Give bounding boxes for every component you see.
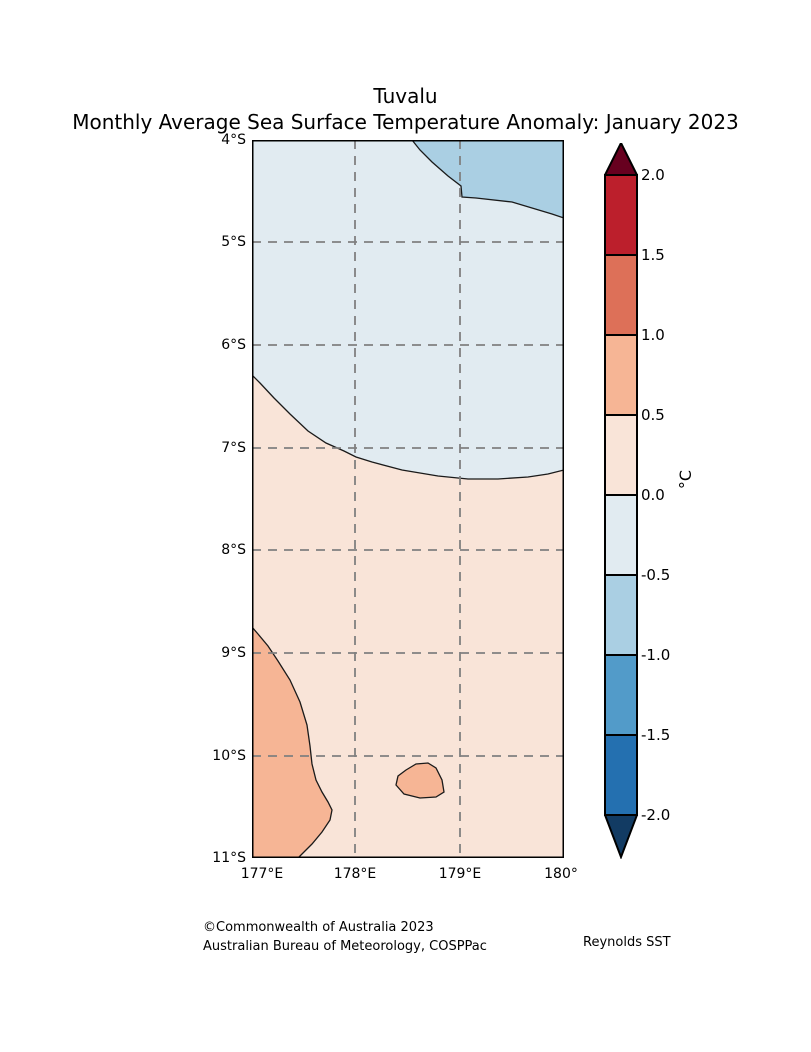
colorbar-band-neg05-00 xyxy=(604,494,638,576)
cbtick-neg1-5: -1.5 xyxy=(641,726,671,744)
colorbar-tick-labels: 2.0 1.5 1.0 0.5 0.0 -0.5 -1.0 -1.5 -2.0 xyxy=(641,143,701,859)
fill-band-05-to-1-southwest xyxy=(252,627,332,858)
colorbar-extend-min xyxy=(604,814,638,859)
colorbar-band-neg10-neg05 xyxy=(604,574,638,656)
cbtick-1-0: 1.0 xyxy=(641,326,665,344)
fill-band-05-to-1-blob xyxy=(396,763,444,798)
contour-line-05-blob xyxy=(395,762,445,799)
fill-band-0-to-05 xyxy=(252,375,564,858)
contour-line-neg05 xyxy=(378,140,564,219)
xtick-179E: 179°E xyxy=(438,866,482,882)
colorbar-band-10-15 xyxy=(604,254,638,336)
title-line-region: Tuvalu xyxy=(373,84,438,108)
contour-map-svg xyxy=(252,140,564,858)
colorbar-unit-label: °C xyxy=(676,470,695,490)
contour-line-zero xyxy=(252,374,564,480)
colorbar-band-05-10 xyxy=(604,334,638,416)
ytick-8S: 8°S xyxy=(221,542,246,558)
footer-agency: Australian Bureau of Meteorology, COSPPa… xyxy=(203,938,487,954)
latitude-axis: 4°S 5°S 6°S 7°S 8°S 9°S 10°S 11°S xyxy=(170,132,246,866)
longitude-axis: 177°E 178°E 179°E 180° xyxy=(241,866,578,890)
contour-fill-group xyxy=(252,140,564,858)
ytick-5S: 5°S xyxy=(221,234,246,250)
xtick-177E: 177°E xyxy=(240,866,284,882)
gridlines xyxy=(252,140,564,858)
colorbar-svg xyxy=(604,143,638,859)
cbtick-2-0: 2.0 xyxy=(641,166,665,184)
xtick-178E: 178°E xyxy=(333,866,377,882)
ytick-4S: 4°S xyxy=(221,132,246,148)
footer-attribution: ©Commonwealth of Australia 2023 Australi… xyxy=(203,919,487,957)
cbtick-neg1-0: -1.0 xyxy=(641,646,671,664)
contour-line-05-southwest xyxy=(252,626,333,858)
cbtick-1-5: 1.5 xyxy=(641,246,665,264)
ytick-7S: 7°S xyxy=(221,440,246,456)
colorbar-band-00-05 xyxy=(604,414,638,496)
cbtick-neg0-5: -0.5 xyxy=(641,566,671,584)
title-line-description: Monthly Average Sea Surface Temperature … xyxy=(72,109,739,134)
colorbar-band-neg20-neg15 xyxy=(604,734,638,816)
cbtick-0-5: 0.5 xyxy=(641,406,665,424)
colorbar-band-15-20 xyxy=(604,174,638,256)
ytick-9S: 9°S xyxy=(221,645,246,661)
chart-title-block: Tuvalu Monthly Average Sea Surface Tempe… xyxy=(0,84,811,135)
ytick-6S: 6°S xyxy=(221,337,246,353)
ytick-11S: 11°S xyxy=(212,850,246,866)
colorbar-extend-max xyxy=(604,143,638,176)
footer-dataset: Reynolds SST xyxy=(583,935,671,950)
ytick-10S: 10°S xyxy=(212,748,246,764)
colorbar-band-neg15-neg10 xyxy=(604,654,638,736)
footer-copyright: ©Commonwealth of Australia 2023 xyxy=(203,920,434,935)
xtick-180: 180° xyxy=(544,866,578,882)
colorbar xyxy=(604,143,638,859)
cbtick-neg2-0: -2.0 xyxy=(641,806,671,824)
fill-band-neg1-to-neg05 xyxy=(378,140,564,218)
cbtick-0-0: 0.0 xyxy=(641,486,665,504)
map-plot-area xyxy=(252,140,564,858)
